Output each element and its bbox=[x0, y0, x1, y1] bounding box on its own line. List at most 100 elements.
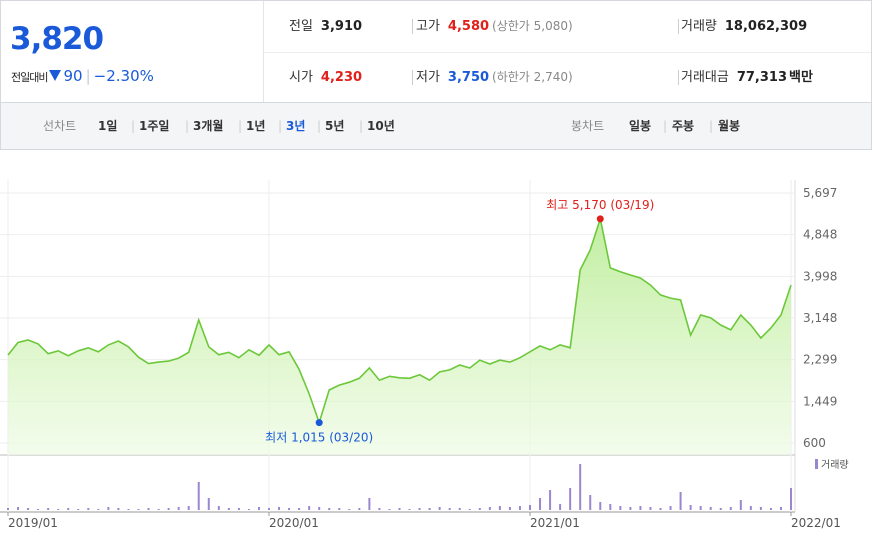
candle-tab[interactable]: 일봉 bbox=[629, 119, 652, 133]
volume-bar bbox=[237, 508, 240, 510]
volume-bar bbox=[7, 508, 9, 510]
cell-limit: (하한가 2,740) bbox=[492, 70, 573, 84]
legend-label: 거래량 bbox=[821, 459, 849, 471]
volume-bar bbox=[719, 508, 722, 510]
price-line bbox=[7, 215, 792, 426]
price-box: 3,820 전일대비 90 | −2.30% bbox=[1, 1, 264, 103]
change-label: 전일대비 bbox=[11, 71, 48, 84]
summary-cell: 시가 4,230 bbox=[289, 52, 362, 103]
volume-bar bbox=[348, 509, 351, 510]
volume-bar bbox=[529, 505, 531, 510]
cell-label: 고가 bbox=[416, 19, 440, 34]
x-tick-label: 2020/01 bbox=[269, 516, 319, 530]
tab-divider: | bbox=[238, 119, 243, 133]
volume-bar bbox=[669, 506, 672, 510]
volume-bar bbox=[298, 508, 301, 510]
volume-bar bbox=[288, 508, 291, 510]
y-tick-label: 2,299 bbox=[803, 353, 837, 367]
candle-tab[interactable]: 월봉 bbox=[718, 119, 741, 133]
volume-bar bbox=[498, 506, 501, 510]
volume-bar bbox=[609, 504, 612, 510]
summary-cell: 저가 3,750 (하한가 2,740) bbox=[416, 52, 573, 103]
volume-bar bbox=[197, 482, 200, 510]
change-amount: 90 bbox=[63, 67, 83, 85]
period-tab[interactable]: 3년 bbox=[286, 119, 306, 133]
volume-bar bbox=[227, 508, 230, 510]
cell-label: 시가 bbox=[289, 70, 313, 85]
volume-bar bbox=[398, 508, 401, 510]
volume-bar bbox=[318, 507, 321, 510]
volume-bar bbox=[790, 488, 792, 510]
period-tab[interactable]: 10년 bbox=[367, 119, 395, 133]
volume-bar bbox=[739, 500, 742, 510]
volume-bar bbox=[569, 488, 572, 510]
volume-bar bbox=[378, 508, 381, 510]
cell-value: 4,230 bbox=[320, 70, 363, 85]
x-tick-label: 2019/01 bbox=[8, 516, 58, 530]
tab-divider: | bbox=[317, 119, 322, 133]
legend-swatch bbox=[815, 459, 818, 469]
volume-bar bbox=[17, 507, 20, 510]
volume-bar bbox=[458, 508, 461, 510]
volume-bar bbox=[257, 507, 260, 510]
volume-bar bbox=[579, 464, 582, 510]
extreme-marker bbox=[596, 215, 604, 223]
separator: | bbox=[85, 67, 91, 85]
extreme-label: 최고 5,170 (03/19) bbox=[546, 198, 654, 212]
summary-header: 3,820 전일대비 90 | −2.30% 전일 3,910 고가 4,580 (상한가 5… bbox=[0, 0, 872, 103]
volume-bar bbox=[368, 498, 371, 510]
volume-bar bbox=[137, 509, 140, 510]
volume-bar bbox=[37, 509, 40, 510]
tab-divider: | bbox=[278, 119, 283, 133]
summary-cell: 고가 4,580 (상한가 5,080) bbox=[416, 1, 573, 52]
volume-bar bbox=[127, 509, 130, 510]
cell-label: 거래대금 bbox=[681, 70, 729, 85]
volume-bar bbox=[508, 507, 511, 510]
cell-value: 4,580 bbox=[447, 19, 490, 34]
volume-bar bbox=[328, 508, 331, 510]
volume-bar bbox=[749, 506, 752, 510]
y-tick-label: 4,848 bbox=[803, 228, 837, 242]
volume-bar bbox=[207, 498, 210, 510]
volume-bar bbox=[408, 509, 411, 510]
volume-bar bbox=[57, 509, 60, 510]
volume-bar bbox=[539, 498, 542, 510]
volume-bar bbox=[27, 508, 30, 510]
summary-row: 시가 4,230 저가 3,750 (하한가 2,740) 거래대금 77,313 백만 bbox=[264, 52, 871, 103]
volume-bar bbox=[338, 508, 341, 510]
volume-bar bbox=[97, 509, 100, 510]
period-tab[interactable]: 5년 bbox=[325, 119, 345, 133]
cell-value: 3,750 bbox=[447, 70, 490, 85]
cell-limit: (상한가 5,080) bbox=[492, 19, 573, 33]
extreme-marker bbox=[315, 419, 323, 427]
change-rate: −2.30% bbox=[93, 67, 154, 85]
y-tick-label: 3,998 bbox=[803, 269, 837, 283]
volume-bar bbox=[699, 506, 702, 510]
change-line: 전일대비 90 | −2.30% bbox=[11, 67, 154, 85]
volume-bar bbox=[759, 507, 762, 510]
volume-bar bbox=[388, 509, 391, 510]
divider bbox=[678, 70, 679, 85]
stock-chart: 600 1,449 2,299 3,148 3,998 4,848 5,697 2019/01… bbox=[0, 180, 849, 530]
candle-tab[interactable]: 주봉 bbox=[672, 119, 695, 133]
cell-unit: 백만 bbox=[789, 70, 813, 85]
volume-bar bbox=[478, 508, 481, 510]
volume-bar bbox=[689, 505, 692, 510]
summary-row: 전일 3,910 고가 4,580 (상한가 5,080) 거래량 18,062,309 bbox=[264, 1, 871, 53]
volume-bar bbox=[589, 495, 592, 510]
period-tab[interactable]: 3개월 bbox=[193, 119, 224, 133]
cell-label: 전일 bbox=[289, 19, 313, 34]
volume-bar bbox=[488, 507, 491, 510]
volume-bar bbox=[779, 507, 782, 510]
period-tab[interactable]: 1일 bbox=[98, 119, 118, 133]
volume-bar bbox=[629, 507, 632, 510]
period-tab[interactable]: 1주일 bbox=[139, 119, 170, 133]
volume-bar bbox=[268, 508, 270, 510]
y-tick-label: 600 bbox=[803, 436, 826, 450]
volume-bar bbox=[117, 508, 120, 510]
volume-bar bbox=[187, 506, 190, 510]
period-tab[interactable]: 1년 bbox=[246, 119, 266, 133]
volume-bar bbox=[769, 508, 772, 510]
